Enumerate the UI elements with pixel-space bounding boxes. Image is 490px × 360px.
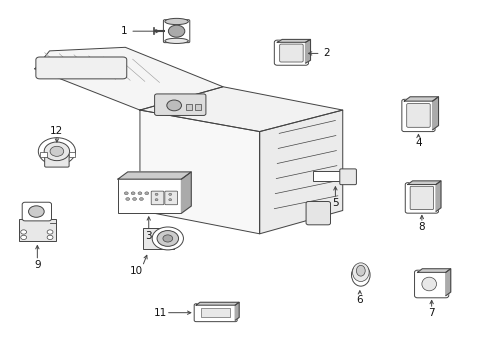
Polygon shape xyxy=(140,87,343,132)
FancyBboxPatch shape xyxy=(306,202,331,225)
Ellipse shape xyxy=(165,18,188,24)
FancyBboxPatch shape xyxy=(402,99,435,132)
Text: 12: 12 xyxy=(50,126,64,135)
FancyBboxPatch shape xyxy=(22,202,51,221)
Circle shape xyxy=(21,235,26,239)
Circle shape xyxy=(50,146,64,156)
Circle shape xyxy=(157,230,178,246)
Bar xyxy=(19,220,56,241)
Text: 8: 8 xyxy=(418,222,425,232)
Circle shape xyxy=(131,192,135,195)
Circle shape xyxy=(169,193,171,195)
Polygon shape xyxy=(446,269,451,296)
Text: 11: 11 xyxy=(153,308,167,318)
Circle shape xyxy=(44,142,70,161)
FancyBboxPatch shape xyxy=(45,155,69,167)
FancyBboxPatch shape xyxy=(163,20,190,42)
FancyBboxPatch shape xyxy=(410,186,434,210)
Circle shape xyxy=(169,199,171,201)
Circle shape xyxy=(38,138,75,165)
Polygon shape xyxy=(404,97,439,101)
Ellipse shape xyxy=(352,263,369,282)
Circle shape xyxy=(145,192,149,195)
Text: 4: 4 xyxy=(415,139,422,148)
Text: 3: 3 xyxy=(146,231,152,240)
Circle shape xyxy=(163,235,172,242)
Circle shape xyxy=(169,25,185,37)
Polygon shape xyxy=(436,181,441,211)
Bar xyxy=(201,308,230,318)
Polygon shape xyxy=(118,172,191,179)
Circle shape xyxy=(126,198,130,201)
Circle shape xyxy=(47,230,53,234)
Circle shape xyxy=(167,100,181,111)
Text: 2: 2 xyxy=(323,48,330,58)
FancyBboxPatch shape xyxy=(407,104,430,127)
Polygon shape xyxy=(35,47,223,110)
FancyBboxPatch shape xyxy=(36,57,127,79)
Text: 7: 7 xyxy=(428,309,435,318)
Circle shape xyxy=(155,199,158,201)
FancyBboxPatch shape xyxy=(165,191,177,205)
FancyBboxPatch shape xyxy=(405,183,439,213)
FancyBboxPatch shape xyxy=(151,191,164,205)
Bar xyxy=(186,104,192,110)
Polygon shape xyxy=(433,97,439,130)
FancyBboxPatch shape xyxy=(415,270,449,298)
FancyBboxPatch shape xyxy=(155,94,206,116)
Bar xyxy=(314,171,343,181)
Text: 9: 9 xyxy=(34,260,41,270)
Polygon shape xyxy=(417,269,451,273)
Polygon shape xyxy=(408,181,441,184)
Ellipse shape xyxy=(356,265,365,276)
Ellipse shape xyxy=(165,38,188,44)
Text: 6: 6 xyxy=(357,295,363,305)
Polygon shape xyxy=(235,302,239,320)
Circle shape xyxy=(21,230,26,234)
Text: 1: 1 xyxy=(121,26,127,36)
FancyBboxPatch shape xyxy=(274,40,309,65)
Text: 5: 5 xyxy=(332,198,339,208)
Polygon shape xyxy=(181,172,191,213)
Polygon shape xyxy=(277,40,311,42)
Polygon shape xyxy=(140,110,260,234)
Circle shape xyxy=(133,198,137,201)
Bar xyxy=(40,152,47,157)
Bar xyxy=(69,152,75,157)
Bar xyxy=(118,179,181,213)
Ellipse shape xyxy=(422,277,437,291)
Polygon shape xyxy=(260,110,343,234)
Ellipse shape xyxy=(351,264,370,286)
Polygon shape xyxy=(306,40,311,63)
Circle shape xyxy=(124,192,128,195)
Circle shape xyxy=(140,198,144,201)
Circle shape xyxy=(47,235,53,239)
Circle shape xyxy=(28,206,44,217)
Circle shape xyxy=(152,227,183,250)
FancyBboxPatch shape xyxy=(340,169,356,185)
Circle shape xyxy=(138,192,142,195)
Bar xyxy=(144,228,173,249)
Bar xyxy=(195,104,201,110)
Circle shape xyxy=(155,193,158,195)
FancyBboxPatch shape xyxy=(280,44,303,62)
FancyBboxPatch shape xyxy=(194,304,237,321)
Text: 10: 10 xyxy=(130,266,143,276)
Polygon shape xyxy=(196,302,239,305)
